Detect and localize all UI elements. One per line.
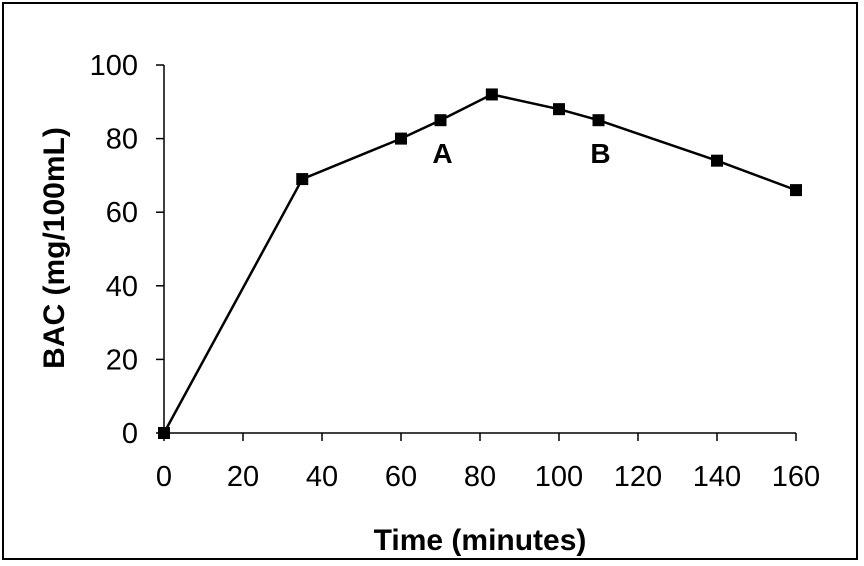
x-ticks: 0 20 40 60 80 100 120 140 160 — [156, 433, 820, 493]
data-point — [485, 88, 498, 101]
data-point — [395, 132, 407, 145]
series-layer — [158, 88, 802, 439]
point-annotation: A — [432, 138, 452, 169]
x-axis-title: Time (minutes) — [374, 524, 587, 557]
x-tick-label: 160 — [772, 461, 820, 493]
x-tick-label: 120 — [614, 461, 662, 493]
data-point — [592, 114, 605, 127]
x-tick-label: 60 — [385, 461, 417, 493]
x-tick-label: 20 — [227, 461, 259, 493]
chart-frame — [2, 2, 858, 560]
y-tick-label: 0 — [122, 418, 138, 450]
x-tick-label: 40 — [306, 461, 338, 493]
y-tick-label: 100 — [90, 50, 138, 82]
x-tick-label: 0 — [156, 461, 172, 493]
data-point — [296, 173, 309, 186]
y-ticks: 0 20 40 60 80 100 — [90, 50, 164, 450]
data-point — [790, 184, 802, 197]
y-tick-label: 80 — [106, 124, 138, 156]
series-line — [162, 93, 797, 434]
y-tick-label: 60 — [106, 197, 138, 229]
x-tick-label: 140 — [693, 461, 741, 493]
y-tick-label: 20 — [106, 344, 138, 376]
data-point — [553, 103, 565, 116]
y-axis-title: BAC (mg/100mL) — [38, 127, 71, 369]
data-point — [434, 114, 447, 127]
data-point — [158, 427, 170, 439]
x-tick-label: 80 — [464, 461, 496, 493]
point-annotation: B — [590, 138, 610, 169]
y-tick-label: 40 — [106, 271, 138, 303]
axes: 0 20 40 60 80 100 0 20 40 60 80 100 120 140 160 — [90, 50, 821, 493]
x-tick-label: 100 — [535, 461, 583, 493]
data-point — [711, 154, 723, 167]
